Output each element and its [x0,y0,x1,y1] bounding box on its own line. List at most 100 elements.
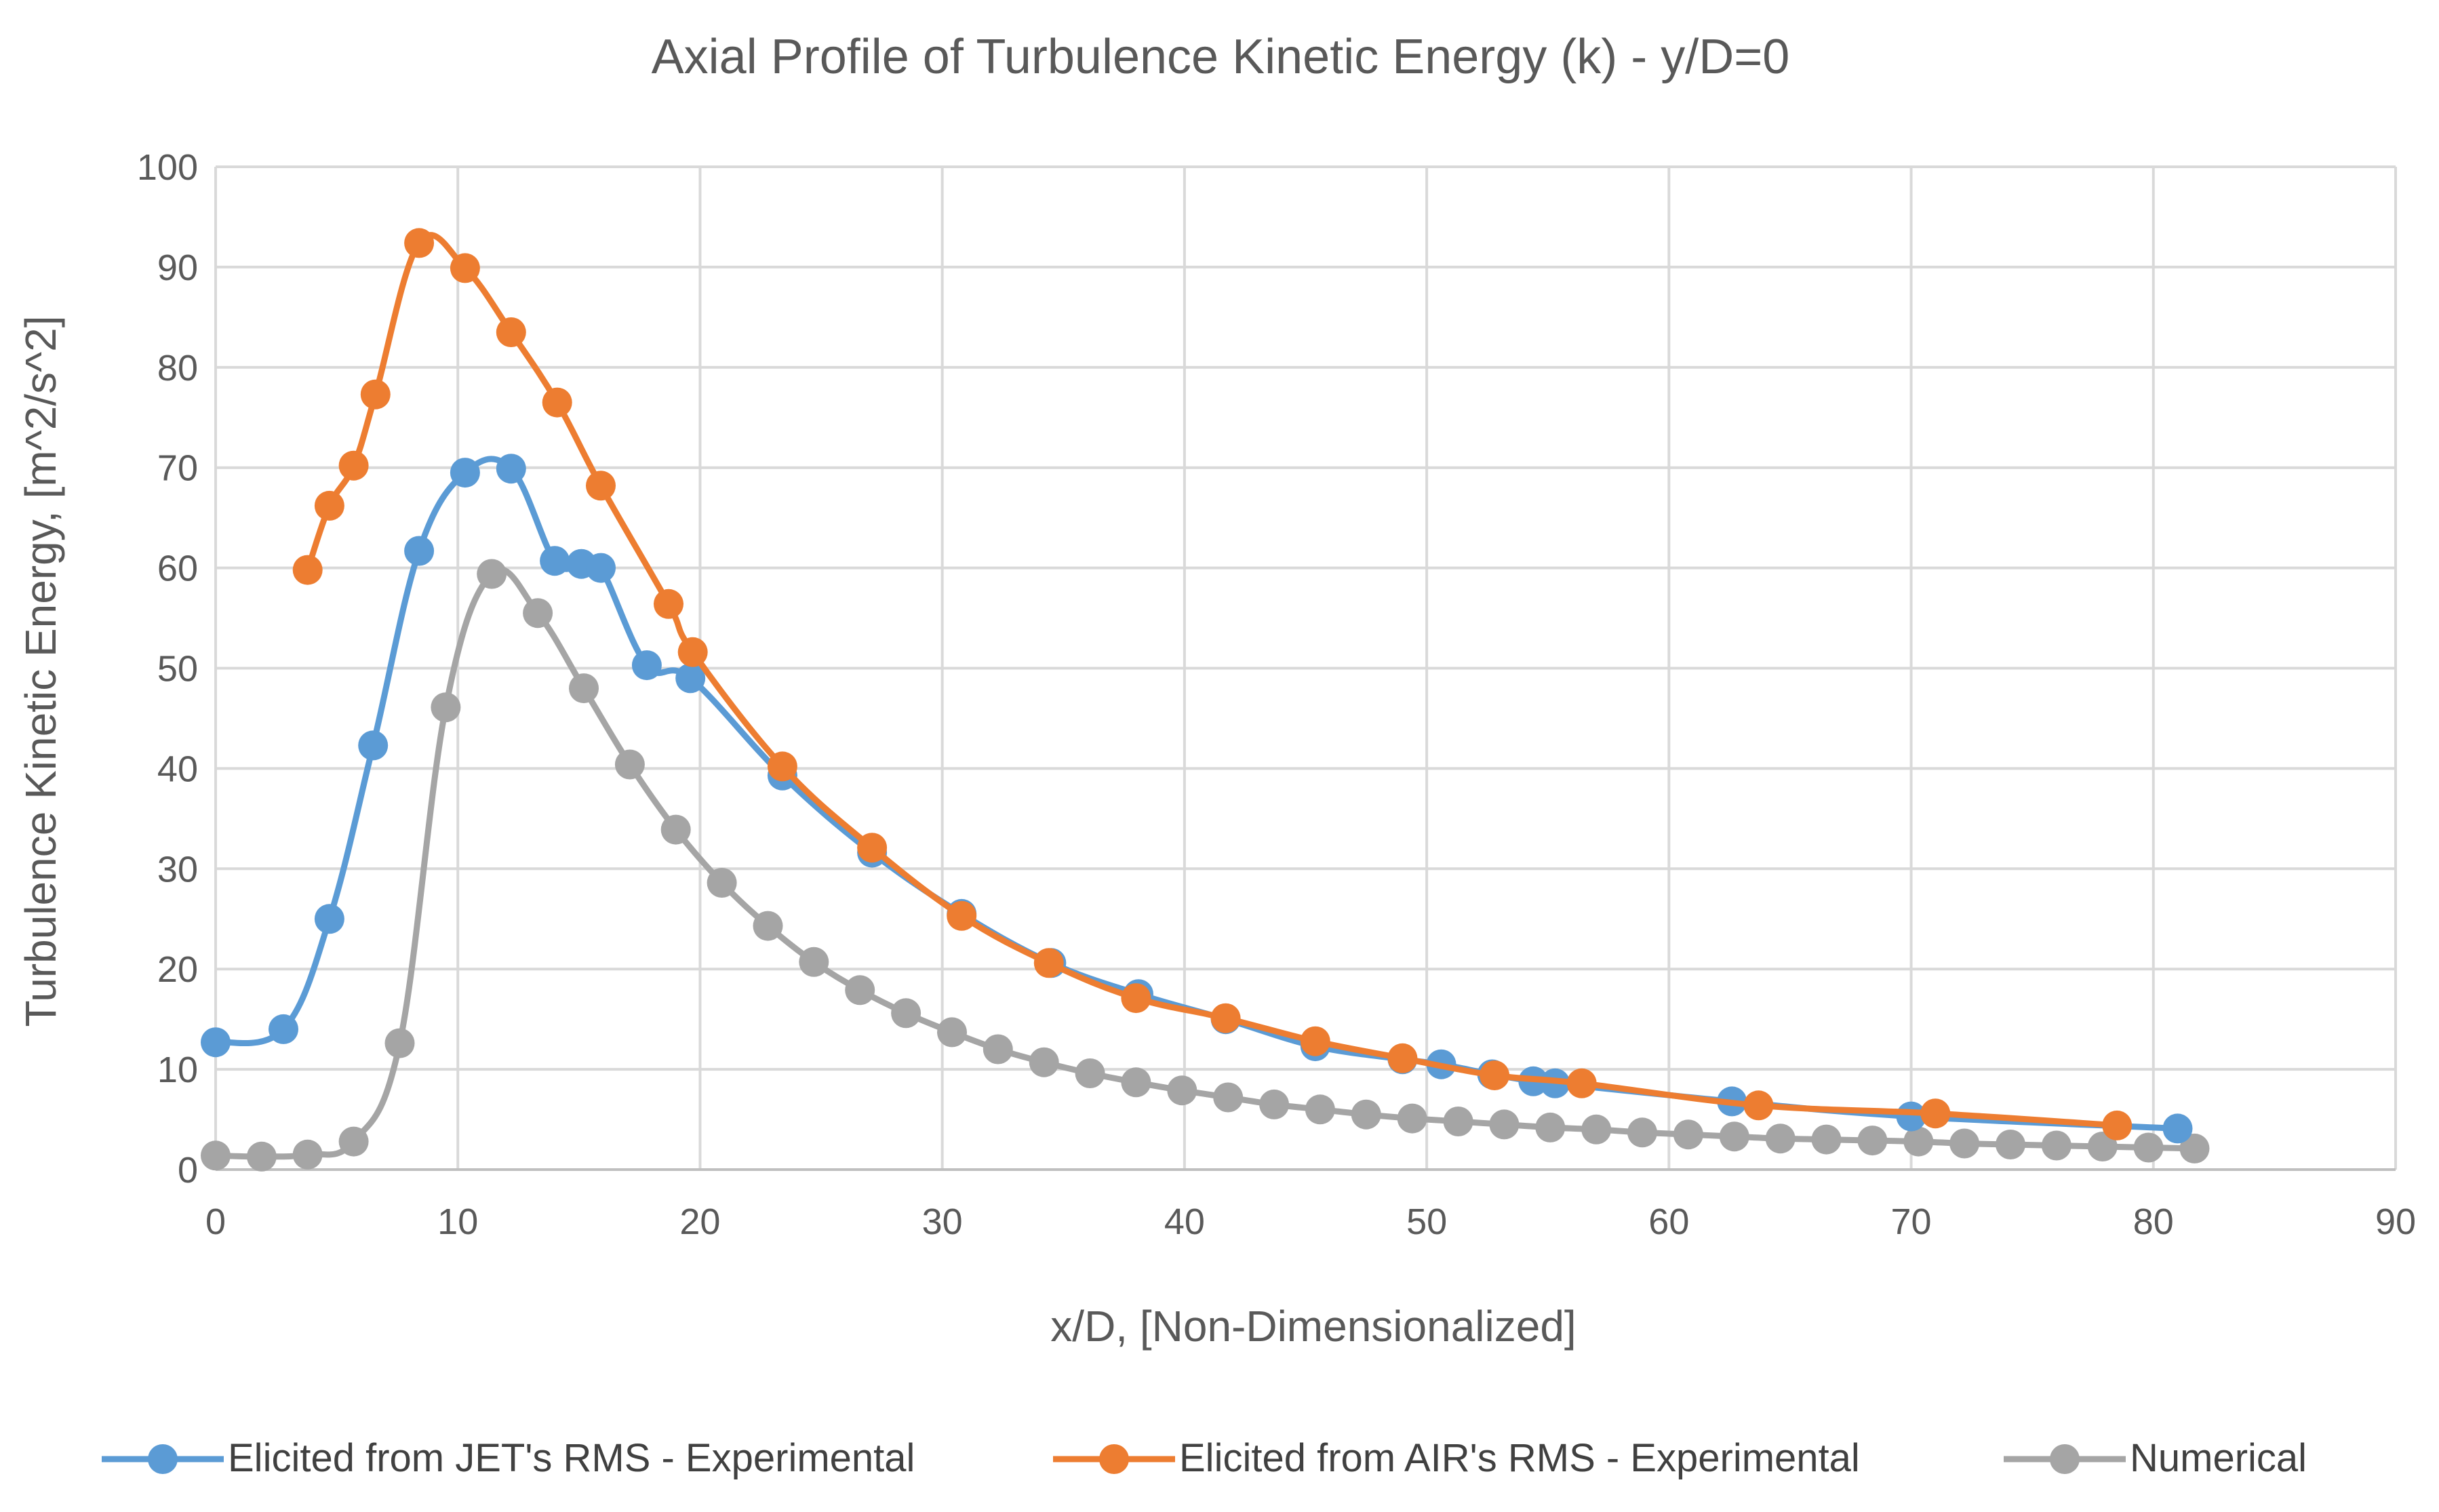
data-point [586,553,616,583]
data-point [1300,1026,1330,1056]
data-point [2102,1110,2133,1140]
data-point [1443,1107,1473,1136]
chart-title: Axial Profile of Turbulence Kinetic Ener… [652,30,1790,84]
data-point [477,559,507,589]
data-point [947,900,977,931]
data-point [358,730,389,761]
y-tick-label: 100 [137,147,198,188]
legend-swatch-marker [1099,1444,1129,1474]
data-point [1996,1130,2025,1159]
data-point [660,814,691,845]
data-point [983,1034,1013,1065]
data-point [1121,983,1151,1014]
data-point [1489,1109,1520,1140]
y-tick-label: 80 [157,348,198,389]
data-point [1743,1090,1774,1121]
data-point [707,868,737,898]
data-point [1259,1089,1290,1119]
data-point [2087,1132,2118,1161]
data-point [496,454,526,484]
data-point [1305,1094,1335,1125]
y-tick-label: 50 [157,649,198,690]
legend: Elicited from JET's RMS - Experimental El… [102,1436,2307,1480]
series-2 [201,559,2210,1172]
series-1 [292,228,2133,1140]
data-point [201,1027,231,1058]
x-tick-label: 50 [1406,1201,1447,1242]
data-point [1480,1060,1510,1090]
data-point [753,911,783,941]
data-point [677,637,708,667]
data-point [1719,1121,1749,1152]
data-point [338,1126,369,1157]
data-point [1029,1047,1059,1077]
data-point [1581,1114,1612,1145]
data-point [314,904,344,934]
data-point [1033,948,1064,978]
data-point [338,450,369,481]
data-point [431,692,461,723]
data-point [857,833,888,863]
y-tick-label: 90 [157,247,198,288]
y-tick-label: 0 [178,1150,198,1191]
data-point [542,387,572,418]
legend-label: Elicited from AIR's RMS - Experimental [1179,1436,1860,1480]
data-point [314,490,344,521]
data-point [799,947,829,977]
x-axis-title: x/D, [Non-Dimensionalized] [1050,1302,1576,1351]
x-tick-label: 20 [679,1201,720,1242]
data-point [891,998,921,1029]
data-point [450,253,480,283]
x-tick-label: 60 [1648,1201,1689,1242]
data-point [675,663,706,694]
data-point [586,471,616,501]
data-point [2162,1113,2193,1144]
legend-item: Elicited from AIR's RMS - Experimental [1053,1436,1860,1480]
data-point [1397,1103,1427,1134]
y-tick-label: 30 [157,849,198,890]
data-point [1627,1117,1657,1148]
data-point [1903,1126,1934,1157]
data-point [269,1014,298,1044]
axes: 0 10 20 30 40 50 60 70 80 90 100 0 10 20 30 40 50 60 70 80 9… [137,147,2416,1242]
y-tick-label: 70 [157,448,198,489]
data-point [2133,1132,2164,1163]
data-point [1857,1126,1888,1156]
data-point [767,751,797,782]
data-point [384,1028,415,1058]
data-point [631,650,662,681]
data-point [246,1141,277,1172]
x-tick-label: 10 [437,1201,478,1242]
data-point [1075,1058,1105,1088]
legend-label: Numerical [2130,1436,2307,1480]
data-point [1566,1068,1597,1098]
data-point [845,975,875,1006]
data-point [1351,1099,1381,1130]
data-point [450,458,480,488]
data-point [1920,1098,1951,1129]
x-tick-label: 0 [205,1201,226,1242]
data-point [1121,1067,1151,1098]
data-point [569,673,599,704]
data-point [540,546,570,576]
data-point [614,749,645,780]
data-point [496,317,526,347]
data-point [523,598,553,629]
legend-label: Elicited from JET's RMS - Experimental [228,1436,915,1480]
legend-item: Elicited from JET's RMS - Experimental [102,1436,915,1480]
data-point [1387,1043,1418,1073]
y-tick-label: 60 [157,549,198,589]
data-point [937,1017,967,1048]
data-point [1765,1123,1796,1154]
legend-swatch-marker [2050,1444,2080,1474]
gridlines [214,165,2397,1171]
data-point [1167,1075,1197,1106]
x-tick-label: 80 [2133,1201,2174,1242]
y-tick-label: 10 [157,1050,198,1090]
data-point [201,1140,231,1171]
y-axis-title: Turbulence Kinetic Energy, [m^2/s^2] [16,316,65,1027]
data-point [2179,1133,2210,1163]
x-tick-label: 90 [2375,1201,2416,1242]
